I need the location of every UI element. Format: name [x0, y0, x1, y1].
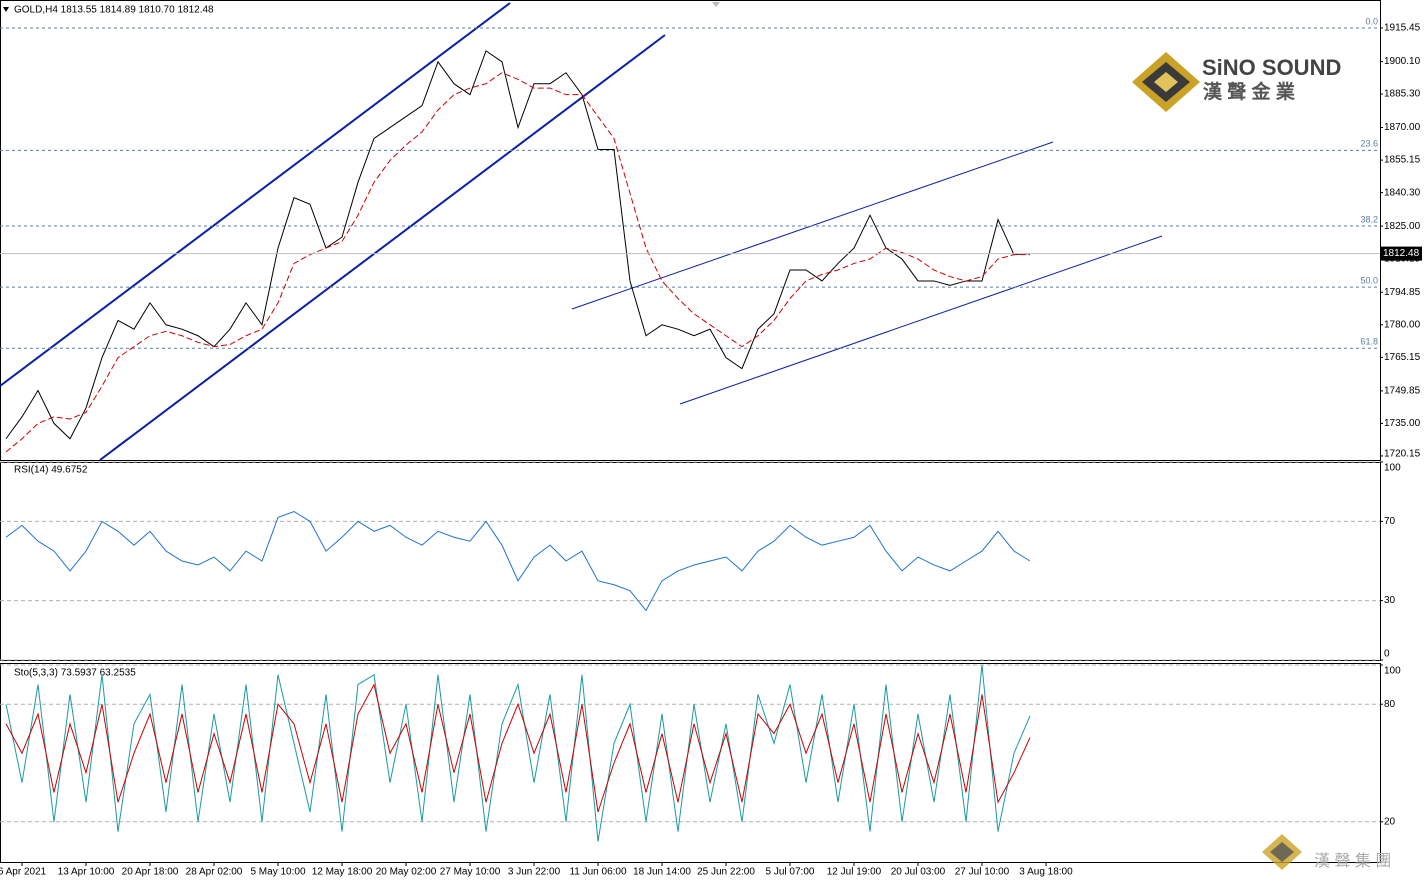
panel-title: RSI(14) 49.6752 — [14, 465, 88, 476]
x-tick-label: 12 May 18:00 — [312, 867, 373, 878]
plot-layer: GOLD,H4 1813.55 1814.89 1810.70 1812.48 1… — [0, 5, 1422, 878]
y-tick-label: 1870.00 — [1384, 122, 1421, 133]
fib-label: 0.0 — [1365, 16, 1378, 26]
logo-chinese: 漢 聲 金 業 — [1203, 80, 1296, 103]
y-tick-label: 1855.15 — [1384, 155, 1421, 166]
y-tick-label: 1885.30 — [1384, 89, 1421, 100]
y-tick-label: 1915.45 — [1384, 23, 1421, 34]
footer-diamond — [1270, 842, 1294, 862]
last-price-box — [1380, 246, 1422, 261]
logo: SiNO SOUND 漢 聲 金 業 漢 聲 集 團 — [1132, 52, 1391, 870]
price-panel — [0, 0, 1381, 461]
y-tick-label: 0 — [1384, 649, 1390, 660]
y-tick-label: 30 — [1384, 595, 1396, 606]
fib-label: 61.8 — [1360, 337, 1378, 347]
x-tick-label: 6 Apr 2021 — [0, 867, 47, 878]
shift-marker — [712, 2, 720, 7]
channel-1 — [0, 2, 666, 461]
footer-text: 漢 聲 集 團 — [1314, 852, 1391, 870]
y-tick-label: 1780.00 — [1384, 319, 1421, 330]
series-line — [5, 50, 1031, 440]
y-tick-label: 1735.00 — [1384, 418, 1421, 429]
y-tick-label: 1825.00 — [1384, 221, 1421, 232]
fib-label: 50.0 — [1360, 275, 1378, 285]
frames — [0, 0, 1381, 863]
panel-title: GOLD,H4 1813.55 1814.89 1810.70 1812.48 — [14, 5, 214, 16]
series-line — [5, 664, 1031, 842]
x-tick-label: 25 Jun 22:00 — [697, 867, 755, 878]
y-tick-label: 1840.30 — [1384, 187, 1421, 198]
rsi-panel — [0, 462, 1381, 661]
logo-brand: SiNO SOUND — [1202, 55, 1341, 80]
x-tick-label: 20 Apr 18:00 — [122, 867, 179, 878]
x-tick-label: 28 Apr 02:00 — [186, 867, 243, 878]
panel-title: Sto(5,3,3) 73.5937 63.2535 — [14, 668, 136, 679]
y-tick-label: 80 — [1384, 699, 1396, 710]
menu-arrow — [3, 7, 9, 12]
y-tick-label: 1794.85 — [1384, 287, 1421, 298]
x-tick-label: 13 Apr 10:00 — [58, 867, 115, 878]
x-tick-label: 27 Jul 10:00 — [955, 867, 1010, 878]
x-tick-label: 20 May 02:00 — [376, 867, 437, 878]
y-tick-label: 1900.10 — [1384, 56, 1421, 67]
x-tick-label: 27 May 10:00 — [440, 867, 501, 878]
y-tick-label: 70 — [1384, 516, 1396, 527]
series-line — [5, 683, 1031, 813]
y-tick-label: 1720.15 — [1384, 449, 1421, 460]
x-tick-label: 5 Jul 07:00 — [766, 867, 815, 878]
series-line — [5, 72, 1030, 453]
x-tick-label: 18 Jun 14:00 — [633, 867, 691, 878]
last-price-label: 1812.48 — [1383, 248, 1420, 259]
y-tick-label: 100 — [1384, 666, 1401, 677]
fib-label: 23.6 — [1360, 139, 1378, 149]
logo-diamond — [1154, 72, 1178, 92]
x-tick-label: 20 Jul 03:00 — [891, 867, 946, 878]
y-tick-label: 1749.85 — [1384, 385, 1421, 396]
x-tick-label: 3 Aug 18:00 — [1019, 867, 1073, 878]
x-tick-label: 5 May 10:00 — [250, 867, 305, 878]
stoch-panel — [0, 663, 1381, 863]
series-line — [5, 510, 1031, 612]
x-tick-label: 3 Jun 22:00 — [508, 867, 561, 878]
x-tick-label: 11 Jun 06:00 — [569, 867, 627, 878]
trend-line — [99, 34, 666, 461]
y-tick-label: 20 — [1384, 816, 1396, 827]
x-tick-label: 12 Jul 19:00 — [827, 867, 882, 878]
y-tick-label: 100 — [1384, 463, 1401, 474]
fib-label: 38.2 — [1360, 214, 1378, 224]
trend-line — [0, 2, 511, 387]
y-tick-label: 1765.15 — [1384, 352, 1421, 363]
trend-line — [679, 235, 1163, 405]
